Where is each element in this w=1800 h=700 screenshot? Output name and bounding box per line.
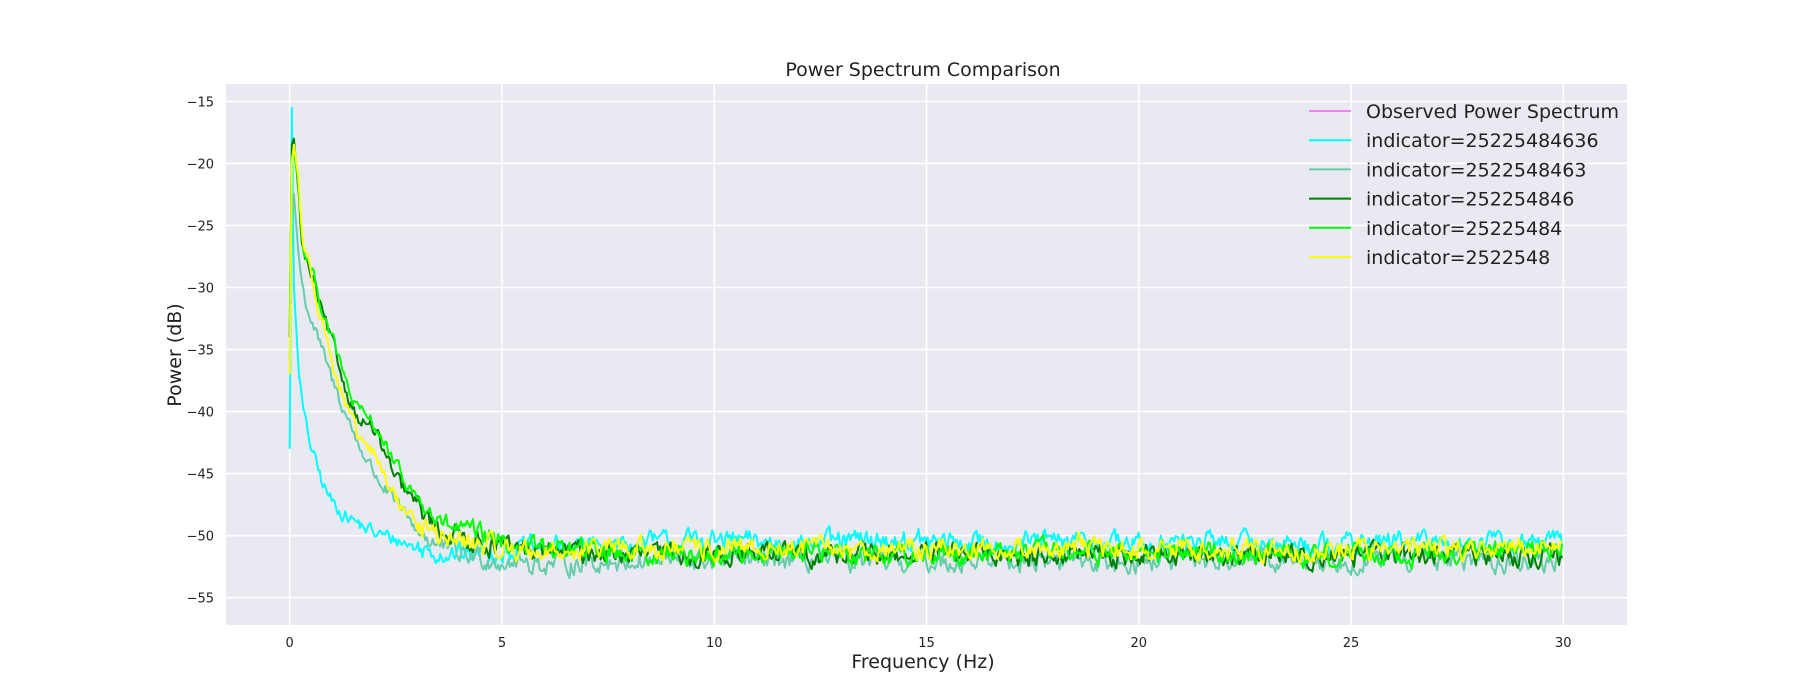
y-tick-label: −45 — [187, 468, 214, 483]
y-axis-label: Power (dB) — [164, 303, 186, 406]
tick-labels: 0 5 10 15 20 25 30 −55 −50 −45 −40 −35 −30 −25 −20 −15 — [187, 95, 1572, 651]
y-tick-label: −55 — [187, 592, 214, 607]
y-tick-label: −15 — [187, 95, 214, 110]
x-tick-label: 30 — [1555, 636, 1572, 651]
x-tick-label: 15 — [918, 636, 935, 651]
y-tick-label: −50 — [187, 530, 214, 545]
legend-label: indicator=2522548463 — [1366, 159, 1586, 181]
series-line — [288, 193, 1563, 580]
y-tick-label: −30 — [187, 281, 214, 296]
y-tick-label: −40 — [187, 406, 214, 421]
x-tick-label: 25 — [1343, 636, 1360, 651]
grid-lines — [226, 84, 1627, 625]
legend-label: indicator=25225484636 — [1366, 130, 1599, 152]
legend-label: Observed Power Spectrum — [1366, 101, 1619, 123]
legend-label: indicator=25225484 — [1366, 218, 1562, 240]
chart-title: Power Spectrum Comparison — [785, 59, 1060, 81]
y-tick-label: −35 — [187, 344, 214, 359]
legend-label: indicator=252254846 — [1366, 189, 1574, 211]
y-tick-label: −20 — [187, 157, 214, 172]
x-axis-label: Frequency (Hz) — [851, 651, 994, 673]
legend: Observed Power Spectrum indicator=2522548… — [1309, 101, 1619, 269]
x-tick-label: 0 — [286, 636, 294, 651]
series-lines — [288, 106, 1563, 580]
x-tick-label: 5 — [498, 636, 506, 651]
x-tick-label: 10 — [706, 636, 723, 651]
x-tick-label: 20 — [1130, 636, 1147, 651]
legend-label: indicator=2522548 — [1366, 247, 1550, 269]
series-line — [288, 143, 1563, 565]
y-tick-label: −25 — [187, 219, 214, 234]
